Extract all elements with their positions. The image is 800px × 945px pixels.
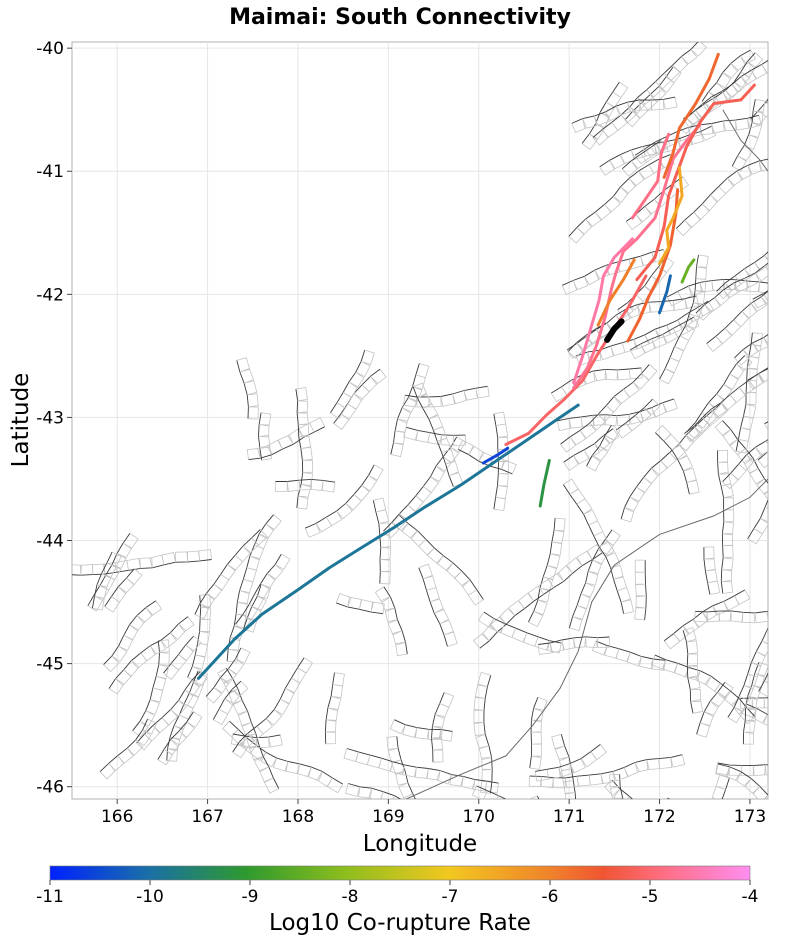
y-tick-label: -44	[36, 532, 64, 552]
background-fault-trace	[767, 69, 800, 103]
y-tick-label: -40	[36, 39, 64, 59]
y-tick-label: -45	[36, 655, 64, 675]
x-tick-label: 166	[101, 807, 133, 827]
colorbar-tick-label: -8	[342, 887, 359, 907]
x-tick-label: 171	[553, 807, 585, 827]
x-tick-label: 169	[372, 807, 404, 827]
y-tick-label: -43	[36, 408, 64, 428]
colorbar-tick-label: -6	[542, 887, 559, 907]
colorbar	[50, 866, 750, 880]
colorbar-tick-label: -9	[242, 887, 259, 907]
y-tick-label: -42	[36, 285, 64, 305]
x-tick-label: 170	[463, 807, 495, 827]
y-axis-label: Latitude	[8, 373, 34, 468]
colorbar-ticks: -11 -10 -9 -8 -7 -6 -5 -4	[36, 880, 758, 907]
x-tick-label: 172	[643, 807, 675, 827]
colorbar-tick-label: -7	[442, 887, 459, 907]
colorbar-tick-label: -11	[36, 887, 64, 907]
background-fault-plane	[764, 368, 800, 432]
y-axis-ticks: -40 -41 -42 -43 -44 -45 -46	[36, 39, 72, 798]
colorbar-tick-label: -5	[642, 887, 659, 907]
chart: Maimai: South Connectivity 166 167 168 169 1…	[0, 0, 800, 945]
background-fault-plane	[767, 69, 800, 111]
x-tick-label: 173	[734, 807, 766, 827]
x-axis-label: Longitude	[363, 831, 477, 857]
x-tick-label: 167	[191, 807, 223, 827]
x-axis-ticks: 166 167 168 169 170 171 172 173	[101, 799, 766, 827]
chart-title: Maimai: South Connectivity	[229, 5, 571, 30]
x-tick-label: 168	[282, 807, 314, 827]
background-fault-trace	[764, 368, 800, 424]
colorbar-tick-label: -10	[136, 887, 164, 907]
plot-area	[72, 42, 768, 799]
colorbar-tick-label: -4	[742, 887, 759, 907]
y-tick-label: -46	[36, 778, 64, 798]
y-tick-label: -41	[36, 162, 64, 182]
colorbar-label: Log10 Co-rupture Rate	[269, 910, 531, 936]
